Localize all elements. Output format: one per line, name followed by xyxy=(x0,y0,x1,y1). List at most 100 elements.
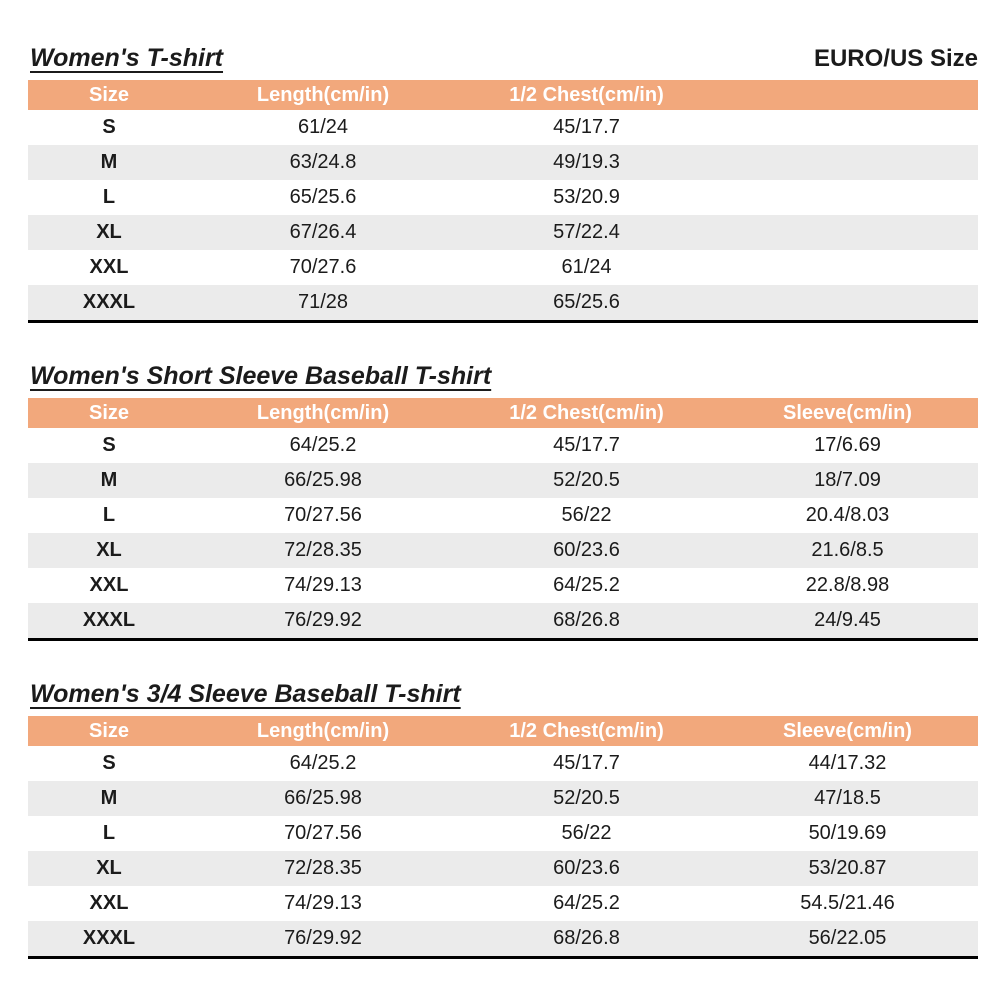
cell-sleeve: 22.8/8.98 xyxy=(717,568,978,603)
table-row: L 65/25.6 53/20.9 xyxy=(28,180,978,215)
header-chest: 1/2 Chest(cm/in) xyxy=(456,80,717,110)
header-size: Size xyxy=(28,398,190,428)
cell-length: 66/25.98 xyxy=(190,781,456,816)
cell-size: XXXL xyxy=(28,603,190,640)
cell-sleeve: 17/6.69 xyxy=(717,428,978,463)
cell-size: XXL xyxy=(28,568,190,603)
cell-length: 70/27.6 xyxy=(190,250,456,285)
cell-size: L xyxy=(28,498,190,533)
cell-length: 70/27.56 xyxy=(190,816,456,851)
cell-chest: 65/25.6 xyxy=(456,285,717,322)
table-row: M 66/25.98 52/20.5 18/7.09 xyxy=(28,463,978,498)
womens-short-sleeve-baseball-table: Size Length(cm/in) 1/2 Chest(cm/in) Slee… xyxy=(28,398,978,641)
cell-size: S xyxy=(28,746,190,781)
cell-sleeve: 21.6/8.5 xyxy=(717,533,978,568)
cell-empty xyxy=(717,180,978,215)
table-header-row: Size Length(cm/in) 1/2 Chest(cm/in) Slee… xyxy=(28,398,978,428)
header-size: Size xyxy=(28,80,190,110)
table-row: S 61/24 45/17.7 xyxy=(28,110,978,145)
cell-empty xyxy=(717,285,978,322)
cell-empty xyxy=(717,215,978,250)
cell-size: XXXL xyxy=(28,921,190,958)
header-length: Length(cm/in) xyxy=(190,80,456,110)
cell-size: L xyxy=(28,816,190,851)
table-row: S 64/25.2 45/17.7 44/17.32 xyxy=(28,746,978,781)
header-length: Length(cm/in) xyxy=(190,716,456,746)
cell-chest: 53/20.9 xyxy=(456,180,717,215)
cell-length: 76/29.92 xyxy=(190,603,456,640)
table-row: XL 72/28.35 60/23.6 21.6/8.5 xyxy=(28,533,978,568)
table-row: XL 67/26.4 57/22.4 xyxy=(28,215,978,250)
cell-sleeve: 24/9.45 xyxy=(717,603,978,640)
cell-size: M xyxy=(28,781,190,816)
cell-chest: 68/26.8 xyxy=(456,603,717,640)
cell-chest: 56/22 xyxy=(456,498,717,533)
section-2-title: Women's Short Sleeve Baseball T-shirt xyxy=(30,362,492,390)
table-header-row: Size Length(cm/in) 1/2 Chest(cm/in) Slee… xyxy=(28,716,978,746)
womens-tshirt-table: Size Length(cm/in) 1/2 Chest(cm/in) S 61… xyxy=(28,80,978,323)
cell-sleeve: 18/7.09 xyxy=(717,463,978,498)
table-row: XL 72/28.35 60/23.6 53/20.87 xyxy=(28,851,978,886)
cell-empty xyxy=(717,110,978,145)
table-row: M 66/25.98 52/20.5 47/18.5 xyxy=(28,781,978,816)
cell-chest: 56/22 xyxy=(456,816,717,851)
cell-length: 67/26.4 xyxy=(190,215,456,250)
table-row: L 70/27.56 56/22 50/19.69 xyxy=(28,816,978,851)
cell-sleeve: 54.5/21.46 xyxy=(717,886,978,921)
header-chest: 1/2 Chest(cm/in) xyxy=(456,716,717,746)
cell-chest: 68/26.8 xyxy=(456,921,717,958)
header-length: Length(cm/in) xyxy=(190,398,456,428)
cell-length: 64/25.2 xyxy=(190,428,456,463)
cell-chest: 45/17.7 xyxy=(456,110,717,145)
cell-chest: 57/22.4 xyxy=(456,215,717,250)
header-sleeve: Sleeve(cm/in) xyxy=(717,716,978,746)
table-row: XXL 70/27.6 61/24 xyxy=(28,250,978,285)
cell-length: 71/28 xyxy=(190,285,456,322)
table-row: M 63/24.8 49/19.3 xyxy=(28,145,978,180)
cell-size: S xyxy=(28,428,190,463)
cell-sleeve: 47/18.5 xyxy=(717,781,978,816)
cell-size: XL xyxy=(28,533,190,568)
section-1-title: Women's T-shirt xyxy=(30,44,224,72)
cell-sleeve: 44/17.32 xyxy=(717,746,978,781)
cell-chest: 52/20.5 xyxy=(456,781,717,816)
cell-size: S xyxy=(28,110,190,145)
cell-size: XXXL xyxy=(28,285,190,322)
cell-chest: 52/20.5 xyxy=(456,463,717,498)
cell-empty xyxy=(717,145,978,180)
cell-size: M xyxy=(28,463,190,498)
cell-length: 70/27.56 xyxy=(190,498,456,533)
cell-length: 65/25.6 xyxy=(190,180,456,215)
cell-length: 72/28.35 xyxy=(190,851,456,886)
table-row: XXXL 76/29.92 68/26.8 24/9.45 xyxy=(28,603,978,640)
cell-sleeve: 56/22.05 xyxy=(717,921,978,958)
table-row: XXXL 71/28 65/25.6 xyxy=(28,285,978,322)
cell-chest: 64/25.2 xyxy=(456,886,717,921)
header-sleeve: Sleeve(cm/in) xyxy=(717,398,978,428)
cell-size: L xyxy=(28,180,190,215)
cell-chest: 60/23.6 xyxy=(456,533,717,568)
cell-chest: 64/25.2 xyxy=(456,568,717,603)
cell-sleeve: 53/20.87 xyxy=(717,851,978,886)
section-3-title-row: Women's 3/4 Sleeve Baseball T-shirt xyxy=(28,680,978,709)
cell-size: XXL xyxy=(28,250,190,285)
table-row: XXXL 76/29.92 68/26.8 56/22.05 xyxy=(28,921,978,958)
cell-empty xyxy=(717,250,978,285)
cell-length: 63/24.8 xyxy=(190,145,456,180)
cell-length: 66/25.98 xyxy=(190,463,456,498)
cell-size: M xyxy=(28,145,190,180)
section-3-title: Women's 3/4 Sleeve Baseball T-shirt xyxy=(30,680,461,708)
header-chest: 1/2 Chest(cm/in) xyxy=(456,398,717,428)
section-2-title-row: Women's Short Sleeve Baseball T-shirt xyxy=(28,362,978,391)
table-header-row: Size Length(cm/in) 1/2 Chest(cm/in) xyxy=(28,80,978,110)
table-row: L 70/27.56 56/22 20.4/8.03 xyxy=(28,498,978,533)
table-row: S 64/25.2 45/17.7 17/6.69 xyxy=(28,428,978,463)
euro-us-size-label: EURO/US Size xyxy=(813,45,978,72)
cell-length: 76/29.92 xyxy=(190,921,456,958)
section-1-title-row: Women's T-shirt EURO/US Size xyxy=(28,44,978,73)
cell-chest: 60/23.6 xyxy=(456,851,717,886)
cell-chest: 45/17.7 xyxy=(456,746,717,781)
cell-sleeve: 50/19.69 xyxy=(717,816,978,851)
cell-size: XXL xyxy=(28,886,190,921)
